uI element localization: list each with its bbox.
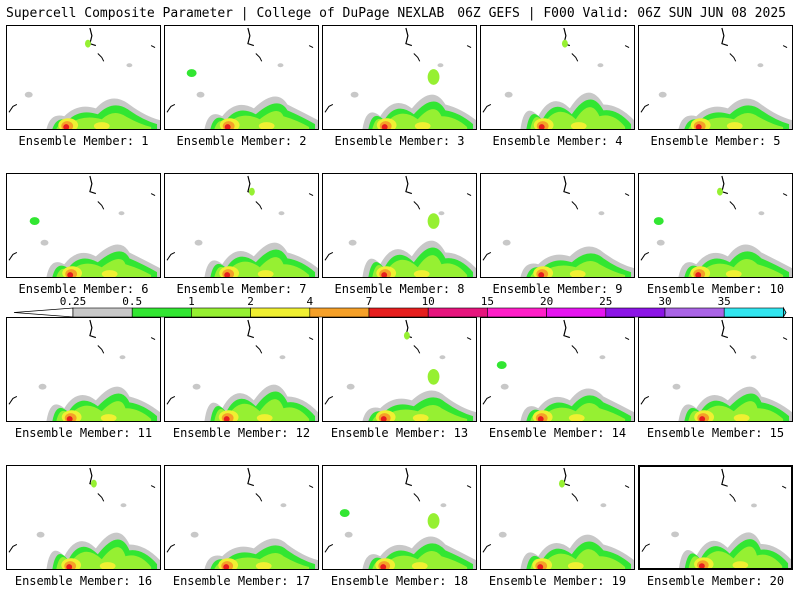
colorbar-segment-8 [546, 307, 607, 318]
ensemble-member-map-5[interactable] [638, 25, 793, 130]
ensemble-member-map-20[interactable] [638, 465, 793, 570]
colorbar-tick-label: 4 [306, 296, 313, 308]
colorbar-tick-label: 2 [247, 296, 254, 308]
ensemble-member-label-3: Ensemble Member: 3 [334, 134, 465, 148]
ensemble-member-map-17[interactable] [164, 465, 319, 570]
ensemble-member-map-9[interactable] [480, 173, 635, 278]
ensemble-member-label-8: Ensemble Member: 8 [334, 282, 465, 296]
colorbar-segment-6 [427, 307, 488, 318]
colorbar-segment-0 [72, 307, 133, 318]
ensemble-member-label-4: Ensemble Member: 4 [492, 134, 623, 148]
colorbar-tick-label: 1 [188, 296, 195, 308]
colorbar-above-arrow [783, 306, 787, 319]
colorbar-segment-2 [191, 307, 251, 318]
ensemble-member-map-10[interactable] [638, 173, 793, 278]
ensemble-member-label-11: Ensemble Member: 11 [14, 426, 153, 440]
ensemble-member-map-8[interactable] [322, 173, 477, 278]
colorbar-tick-label: 0.25 [60, 296, 87, 308]
colorbar-tick-label: 35 [718, 296, 731, 308]
colorbar-segment-11 [723, 307, 784, 318]
colorbar-tick-label: 30 [658, 296, 671, 308]
ensemble-member-label-1: Ensemble Member: 1 [18, 134, 149, 148]
product-title: Supercell Composite Parameter | College … [6, 6, 445, 21]
colorbar-tick-label: 15 [481, 296, 494, 308]
ensemble-member-map-18[interactable] [322, 465, 477, 570]
ensemble-member-label-16: Ensemble Member: 16 [14, 574, 153, 588]
ensemble-member-map-16[interactable] [6, 465, 161, 570]
ensemble-member-map-14[interactable] [480, 317, 635, 422]
ensemble-member-map-3[interactable] [322, 25, 477, 130]
colorbar-segment-10 [664, 307, 725, 318]
ensemble-member-label-19: Ensemble Member: 19 [488, 574, 627, 588]
colorbar-tick-label: 7 [366, 296, 373, 308]
ensemble-member-label-18: Ensemble Member: 18 [330, 574, 469, 588]
ensemble-member-map-1[interactable] [6, 25, 161, 130]
colorbar-tick-label: 0.5 [122, 296, 142, 308]
color-scale-legend: 0.25 0.5 1 2 4 7 10 15 20 25 30 35 [13, 296, 787, 319]
ensemble-member-label-7: Ensemble Member: 7 [176, 282, 307, 296]
ensemble-member-label-13: Ensemble Member: 13 [330, 426, 469, 440]
ensemble-member-label-6: Ensemble Member: 6 [18, 282, 149, 296]
colorbar-below-arrow [13, 307, 74, 318]
ensemble-member-map-13[interactable] [322, 317, 477, 422]
ensemble-member-label-2: Ensemble Member: 2 [176, 134, 307, 148]
ensemble-member-map-2[interactable] [164, 25, 319, 130]
ensemble-member-label-17: Ensemble Member: 17 [172, 574, 311, 588]
colorbar-segment-7 [487, 307, 547, 318]
ensemble-member-map-11[interactable] [6, 317, 161, 422]
colorbar-segment-9 [605, 307, 666, 318]
ensemble-member-map-12[interactable] [164, 317, 319, 422]
ensemble-member-label-14: Ensemble Member: 14 [488, 426, 627, 440]
run-valid-time: 06Z GEFS | F000 Valid: 06Z SUN JUN 08 20… [457, 6, 786, 21]
colorbar-segment-5 [368, 307, 429, 318]
ensemble-member-map-7[interactable] [164, 173, 319, 278]
ensemble-member-label-20: Ensemble Member: 20 [646, 574, 785, 588]
colorbar-tick-label: 10 [422, 296, 435, 308]
colorbar-segment-1 [131, 307, 192, 318]
ensemble-member-label-9: Ensemble Member: 9 [492, 282, 623, 296]
colorbar-segment-3 [250, 307, 311, 318]
ensemble-member-label-15: Ensemble Member: 15 [646, 426, 785, 440]
ensemble-member-map-19[interactable] [480, 465, 635, 570]
colorbar-tick-label: 25 [599, 296, 612, 308]
ensemble-member-map-4[interactable] [480, 25, 635, 130]
ensemble-member-map-15[interactable] [638, 317, 793, 422]
colorbar-segment-4 [309, 307, 370, 318]
ensemble-member-label-12: Ensemble Member: 12 [172, 426, 311, 440]
ensemble-member-map-6[interactable] [6, 173, 161, 278]
colorbar-tick-label: 20 [540, 296, 553, 308]
ensemble-member-label-5: Ensemble Member: 5 [650, 134, 781, 148]
ensemble-member-label-10: Ensemble Member: 10 [646, 282, 785, 296]
